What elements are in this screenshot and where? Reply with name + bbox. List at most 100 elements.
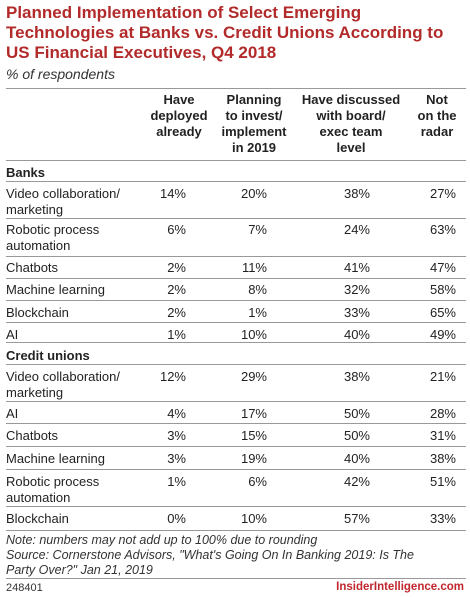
row-label-line: Robotic process: [6, 474, 100, 489]
brand-logo: InsiderIntelligence.com: [336, 581, 464, 593]
row-rule: [6, 278, 466, 279]
row-label: Video collaboration/marketing: [6, 369, 156, 401]
note-line: Note: numbers may not add up to 100% due…: [6, 533, 318, 547]
table-cell: 49%: [429, 327, 456, 342]
row-label: Machine learning: [6, 451, 156, 467]
table-cell: 2%: [167, 282, 186, 297]
column-header-line: to invest/: [225, 108, 283, 123]
row-rule: [6, 401, 466, 402]
table-cell: 8%: [248, 282, 267, 297]
table-cell: 31%: [429, 428, 456, 443]
footer-id: 248401: [6, 582, 43, 594]
table-cell: 33%: [343, 305, 370, 320]
table-cell: 21%: [429, 369, 456, 384]
row-label-line: Blockchain: [6, 305, 69, 320]
row-rule: [6, 423, 466, 424]
chart-title: Planned Implementation of Select Emergin…: [6, 3, 444, 62]
footer-rule: [6, 578, 466, 579]
row-label-line: Chatbots: [6, 428, 59, 443]
table-cell: 41%: [343, 260, 370, 275]
row-rule: [6, 364, 466, 365]
table-cell: 10%: [240, 511, 267, 526]
row-rule: [6, 322, 466, 323]
table-cell: 50%: [343, 428, 370, 443]
note-line: Party Over?" Jan 21, 2019: [6, 563, 153, 577]
row-label: Blockchain: [6, 305, 156, 321]
column-header-line: deployed: [150, 108, 208, 123]
section-rule: [6, 342, 466, 343]
table-cell: 11%: [241, 260, 267, 275]
table-cell: 65%: [429, 305, 456, 320]
table-cell: 51%: [429, 474, 456, 489]
note-line: Source: Cornerstone Advisors, "What's Go…: [6, 548, 414, 562]
table-cell: 3%: [167, 451, 186, 466]
table-cell: 12%: [159, 369, 186, 384]
row-label: Robotic process automation: [6, 474, 156, 506]
section-rule: [6, 160, 466, 161]
row-label-line: Machine learning: [6, 282, 106, 297]
table-cell: 38%: [429, 451, 456, 466]
table-cell: 27%: [429, 186, 456, 201]
table-cell: 10%: [240, 327, 267, 342]
table-cell: 1%: [167, 327, 186, 342]
column-header-line: implement: [221, 124, 287, 139]
table-cell: 6%: [248, 474, 267, 489]
row-rule: [6, 469, 466, 470]
table-cell: 57%: [343, 511, 370, 526]
column-header-line: radar: [420, 124, 454, 139]
row-rule: [6, 256, 466, 257]
table-cell: 40%: [343, 451, 370, 466]
column-header-line: level: [336, 140, 366, 155]
row-label: Robotic process automation: [6, 222, 156, 254]
table-cell: 4%: [167, 406, 186, 421]
top-rule: [6, 88, 466, 89]
table-cell: 28%: [429, 406, 456, 421]
source-note: Note: numbers may not add up to 100% due…: [6, 533, 466, 578]
row-rule: [6, 300, 466, 301]
table-cell: 14%: [159, 186, 186, 201]
table-cell: 6%: [167, 222, 186, 237]
row-label: AI: [6, 406, 156, 422]
bottom-rule: [6, 530, 466, 531]
column-header-line: in 2019: [231, 140, 277, 155]
row-label-line: marketing: [6, 202, 64, 217]
section-header: Banks: [6, 165, 46, 180]
table-cell: 40%: [343, 327, 370, 342]
row-label-line: automation: [6, 490, 71, 505]
table-cell: 33%: [429, 511, 456, 526]
chart-subtitle: % of respondents: [6, 66, 115, 82]
row-label: Blockchain: [6, 511, 156, 527]
row-rule: [6, 218, 466, 219]
table-cell: 7%: [248, 222, 267, 237]
column-header-line: already: [156, 124, 202, 139]
table-cell: 42%: [343, 474, 370, 489]
table-cell: 58%: [429, 282, 456, 297]
row-rule: [6, 446, 466, 447]
table-cell: 24%: [343, 222, 370, 237]
column-header-line: Planning: [226, 92, 282, 107]
row-label-line: AI: [6, 406, 19, 421]
table-cell: 15%: [240, 428, 267, 443]
row-label-line: Robotic process: [6, 222, 100, 237]
table-cell: 47%: [429, 260, 456, 275]
column-header-not-radar: Not on the radar: [412, 92, 462, 140]
row-label-line: Video collaboration/: [6, 186, 120, 201]
row-label-line: Blockchain: [6, 511, 69, 526]
table-cell: 29%: [240, 369, 267, 384]
column-header-line: on the: [417, 108, 457, 123]
column-header-line: Have: [163, 92, 195, 107]
row-label: Chatbots: [6, 428, 156, 444]
table-cell: 2%: [167, 260, 186, 275]
row-label-line: Machine learning: [6, 451, 106, 466]
row-label: Video collaboration/marketing: [6, 186, 156, 218]
column-header-line: Have discussed: [301, 92, 401, 107]
table-cell: 38%: [343, 186, 370, 201]
row-label-line: marketing: [6, 385, 64, 400]
column-header-line: exec team: [319, 124, 383, 139]
row-label: Chatbots: [6, 260, 156, 276]
table-cell: 1%: [248, 305, 267, 320]
table-cell: 20%: [240, 186, 267, 201]
row-label-line: Video collaboration/: [6, 369, 120, 384]
table-cell: 19%: [240, 451, 267, 466]
column-header-planning: Planning to invest/ implement in 2019: [214, 92, 294, 156]
